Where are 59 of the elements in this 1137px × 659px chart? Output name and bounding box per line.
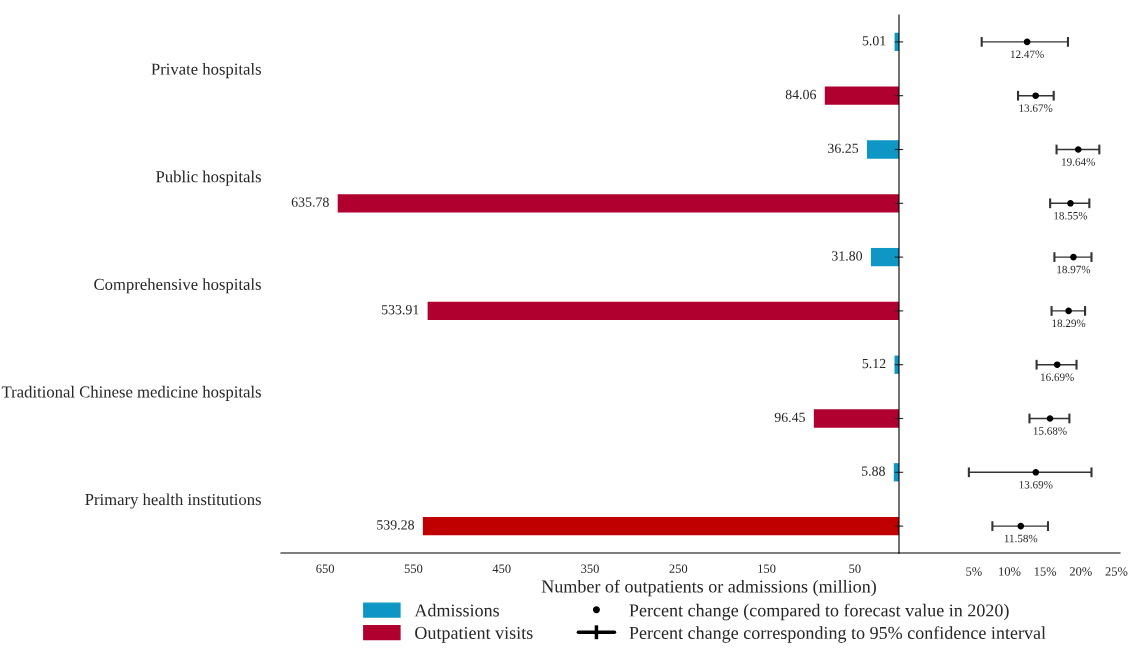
legend-label: Outpatient visits bbox=[415, 626, 533, 643]
legend-label: Percent change (compared to forecast value in 2020) bbox=[629, 603, 1009, 621]
point bbox=[1074, 146, 1082, 153]
point bbox=[1032, 92, 1039, 99]
point bbox=[1070, 253, 1077, 261]
point bbox=[1017, 522, 1025, 530]
bar bbox=[867, 140, 899, 159]
data-label: 13.67% bbox=[1019, 104, 1053, 112]
data-label: 19.64% bbox=[1062, 158, 1095, 166]
x-tick-label: 25% bbox=[1105, 567, 1128, 576]
data-label: 16.69% bbox=[1041, 373, 1074, 381]
x-tick-label: 15% bbox=[1034, 567, 1057, 576]
y-tick-label: Private hospitals bbox=[151, 63, 261, 79]
data-label: 18.55% bbox=[1054, 211, 1088, 220]
x-axis-title: Number of outpatients or admissions (million) bbox=[541, 579, 876, 597]
data-label: 5.12 bbox=[862, 358, 886, 369]
bar bbox=[813, 409, 899, 428]
point bbox=[1053, 361, 1061, 368]
point bbox=[1067, 200, 1074, 207]
x-tick-label: 50 bbox=[849, 564, 861, 573]
x-tick-label: 650 bbox=[316, 564, 335, 573]
data-label: 18.29% bbox=[1052, 319, 1086, 328]
data-label: 5.88 bbox=[861, 466, 885, 476]
x-tick-label: 5% bbox=[966, 567, 982, 576]
bar bbox=[337, 194, 899, 213]
point bbox=[1023, 38, 1031, 46]
x-tick-label: 10% bbox=[999, 567, 1021, 576]
x-tick-label: 450 bbox=[492, 564, 511, 573]
data-label: 5.01 bbox=[862, 36, 886, 46]
data-label: 31.80 bbox=[832, 251, 863, 261]
point bbox=[1046, 415, 1054, 422]
y-tick-label: Primary health institutions bbox=[85, 493, 261, 509]
data-label: 18.97% bbox=[1057, 265, 1091, 274]
bar bbox=[422, 516, 899, 536]
data-label: 36.25 bbox=[828, 143, 859, 154]
text: Percent change corresponding to 95% confidence interval bbox=[629, 626, 1046, 643]
data-label: 15.68% bbox=[1033, 427, 1067, 435]
data-label: 11.58% bbox=[1004, 534, 1038, 543]
y-tick-label: Comprehensive hospitals bbox=[94, 278, 261, 294]
data-label: 96.45 bbox=[774, 412, 805, 423]
data-label: 533.91 bbox=[381, 305, 419, 315]
x-tick-label: 350 bbox=[581, 564, 599, 573]
point bbox=[1032, 469, 1040, 476]
bar bbox=[870, 247, 899, 267]
y-tick-label: Public hospitals bbox=[156, 170, 261, 186]
x-tick-label: 150 bbox=[758, 564, 776, 573]
bar bbox=[824, 86, 899, 105]
data-label: 13.69% bbox=[1019, 480, 1053, 489]
x-tick-label: 20% bbox=[1069, 567, 1092, 576]
x-tick-label: 250 bbox=[669, 564, 688, 573]
data-label: 84.06 bbox=[785, 89, 817, 100]
bar bbox=[427, 301, 899, 321]
point bbox=[1065, 307, 1072, 315]
data-label: 12.47% bbox=[1010, 50, 1044, 59]
legend-label: Admissions bbox=[414, 603, 499, 617]
y-tick-label: Traditional Chinese medicine hospitals bbox=[1, 385, 261, 401]
data-label: 635.78 bbox=[291, 197, 329, 207]
data-label: 539.28 bbox=[377, 520, 415, 530]
x-tick-label: 550 bbox=[404, 564, 423, 573]
